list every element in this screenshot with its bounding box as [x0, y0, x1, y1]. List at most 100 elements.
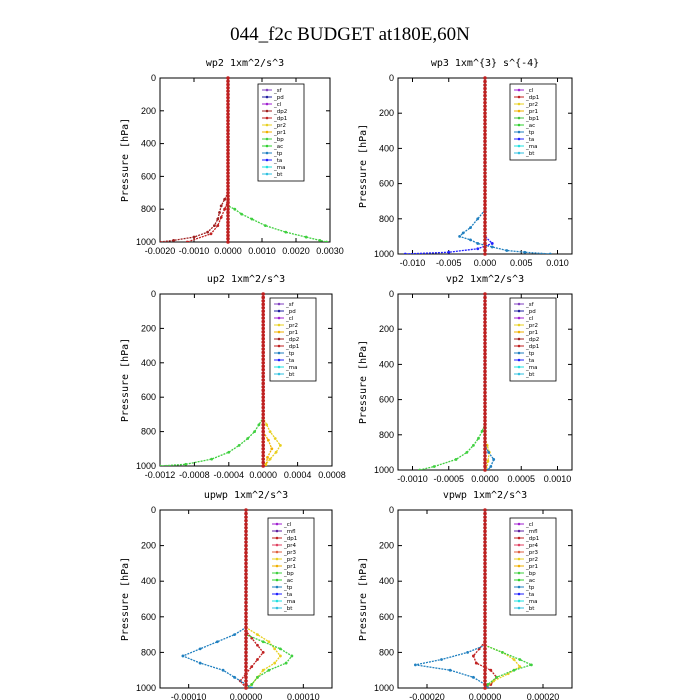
- zero-line-point: [483, 404, 487, 409]
- zero-line-point: [226, 86, 230, 90]
- zero-line-point: [244, 518, 248, 523]
- legend: _sf_pd_cl_dp2_dp1_pr2_pr1_bp_ac_tp_ta_ma…: [257, 83, 305, 182]
- y-tick-label: 800: [379, 430, 394, 440]
- zero-line-point: [483, 100, 487, 105]
- legend-label: _pr1: [525, 564, 538, 570]
- zero-line-point: [244, 543, 248, 548]
- legend-marker: [517, 599, 521, 603]
- zero-line-point: [226, 184, 230, 189]
- legend-label: _cl: [273, 102, 282, 108]
- zero-line-point: [244, 675, 248, 680]
- zero-line-point: [226, 204, 230, 208]
- zero-line-point: [483, 323, 487, 328]
- y-axis-label: Pressure [hPa]: [358, 557, 369, 641]
- series-point: [548, 252, 552, 254]
- legend-marker: [517, 316, 521, 320]
- legend-marker: [517, 144, 521, 148]
- series-point: [273, 647, 277, 651]
- zero-line-point: [483, 615, 487, 619]
- chart-panel-3: up2 1xm^2/s^3 Pressure [hPa] 0 200 400 600 800…: [120, 274, 346, 480]
- legend-label: _pr1: [525, 330, 538, 336]
- legend-label: _dp1: [525, 95, 539, 101]
- zero-line-point: [261, 340, 266, 344]
- legend-marker: [517, 529, 521, 533]
- zero-line-point: [483, 178, 487, 182]
- legend-marker: [265, 102, 269, 106]
- y-tick-label: 0: [151, 73, 156, 83]
- y-tick-label: 1000: [136, 683, 156, 693]
- zero-line-point: [261, 450, 266, 455]
- legend-label: _ac: [525, 123, 535, 129]
- zero-line-point: [244, 607, 248, 612]
- series-point: [284, 661, 288, 665]
- zero-line-point: [226, 164, 230, 169]
- zero-line-point: [261, 409, 266, 413]
- zero-line-point: [261, 309, 266, 314]
- series-point: [274, 450, 278, 454]
- zero-line-point: [483, 629, 487, 633]
- legend-marker: [517, 337, 521, 341]
- zero-line-point: [483, 129, 487, 133]
- zero-line-point: [261, 385, 266, 389]
- zero-line-point: [261, 357, 266, 362]
- zero-line-point: [483, 387, 487, 391]
- zero-line-point: [483, 188, 487, 193]
- series-point: [210, 457, 214, 461]
- series-point: [219, 204, 223, 208]
- legend-marker: [517, 578, 521, 582]
- zero-line-point: [226, 102, 230, 107]
- legend-label: _pr1: [525, 109, 538, 115]
- x-tick-label: 0.00020: [527, 692, 560, 700]
- series-point: [492, 458, 496, 461]
- series-point: [447, 250, 451, 254]
- zero-line-point: [226, 220, 230, 225]
- legend-label: _dp1: [525, 536, 539, 542]
- legend-marker: [517, 302, 521, 306]
- zero-line-point: [483, 464, 487, 469]
- x-tick-label: 0.0010: [544, 474, 572, 484]
- legend-label: _cl: [283, 522, 292, 528]
- y-tick-label: 200: [379, 108, 394, 118]
- zero-line-point: [226, 236, 230, 241]
- zero-line-point: [483, 625, 487, 630]
- zero-line-point: [483, 97, 487, 101]
- zero-line-point: [483, 425, 487, 430]
- zero-line-point: [261, 374, 266, 379]
- zero-line-point: [244, 526, 248, 530]
- zero-line-point: [483, 104, 487, 108]
- legend-marker: [277, 309, 281, 313]
- x-tick-label: 0.00010: [287, 692, 320, 700]
- series-point: [490, 245, 494, 249]
- zero-line-point: [483, 686, 487, 690]
- zero-line-point: [226, 145, 230, 149]
- zero-line-point: [483, 518, 487, 523]
- series-point: [237, 443, 241, 447]
- series-point: [216, 217, 220, 221]
- x-tick-label: 0.0005: [507, 474, 535, 484]
- x-tick-label: -0.00020: [409, 692, 445, 700]
- zero-line-point: [226, 230, 230, 234]
- legend-marker: [277, 316, 281, 320]
- legend-marker: [265, 137, 269, 141]
- series-point: [304, 235, 308, 239]
- zero-line-point: [261, 350, 266, 355]
- legend-label: _pd: [525, 309, 536, 315]
- y-tick-label: 1000: [136, 237, 156, 247]
- zero-line-point: [483, 362, 487, 367]
- zero-line-point: [483, 394, 487, 398]
- series-point: [273, 437, 277, 440]
- zero-line-point: [483, 352, 487, 356]
- legend-marker: [517, 358, 521, 362]
- x-tick-label: -0.0008: [179, 470, 210, 480]
- series-point: [279, 654, 282, 658]
- series-point: [221, 668, 225, 672]
- legend-label: _pr2: [525, 557, 538, 563]
- series-point: [469, 226, 472, 230]
- legend-label: _pd: [285, 309, 296, 315]
- legend-marker: [265, 109, 269, 113]
- zero-line-point: [261, 299, 266, 303]
- series-point: [223, 197, 227, 201]
- zero-line-point: [483, 185, 487, 189]
- y-tick-label: 400: [141, 139, 156, 149]
- legend-marker: [517, 88, 521, 92]
